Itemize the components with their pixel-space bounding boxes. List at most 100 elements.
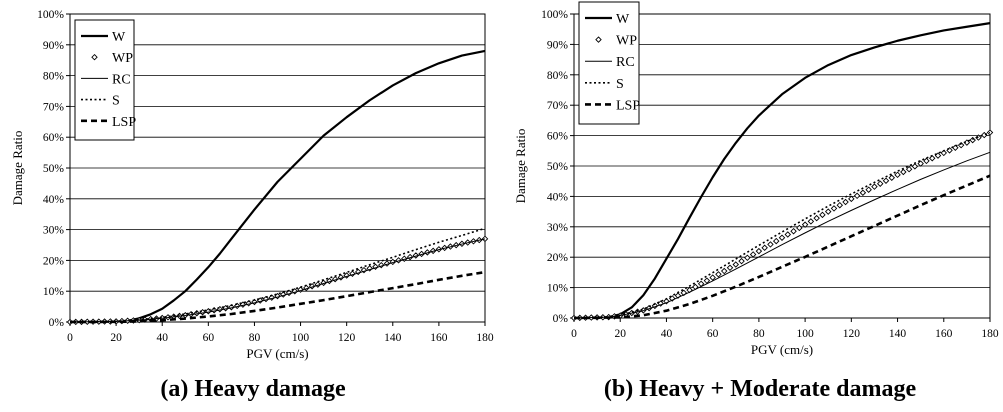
- data-point: [911, 163, 919, 170]
- data-point: [406, 253, 414, 261]
- data-point: [749, 251, 757, 258]
- data-point: [796, 224, 803, 232]
- data-point: [784, 231, 792, 238]
- legend-label: WP: [616, 34, 637, 49]
- data-point: [668, 295, 676, 302]
- chart-panel-a: 0% 10% 20% 30% 40% 50% 60% 70% 80% 90% 100% 0 20 40 60…: [10, 9, 494, 402]
- data-point: [876, 180, 884, 187]
- data-point: [732, 261, 740, 268]
- y-tick-label: 10%: [547, 283, 569, 295]
- data-point: [900, 168, 907, 176]
- y-tick-label: 40%: [547, 191, 569, 203]
- series-rc-line: [573, 151, 991, 319]
- data-point: [882, 177, 890, 184]
- y-tick-label: 60%: [547, 131, 569, 143]
- legend-label: WP: [112, 51, 133, 66]
- x-tick-label: 180: [476, 332, 494, 344]
- data-point: [738, 257, 745, 265]
- y-tick-label: 100%: [37, 9, 64, 21]
- y-tick-label: 20%: [547, 252, 569, 264]
- series-lsp-line: [69, 270, 486, 324]
- data-point: [308, 283, 316, 290]
- legend-label: RC: [616, 55, 635, 70]
- x-tick-label: 160: [430, 332, 448, 344]
- y-tick-label: 30%: [547, 222, 569, 234]
- data-point: [952, 144, 959, 151]
- y-tick-label: 80%: [547, 70, 569, 82]
- x-tick-label: 160: [935, 328, 953, 340]
- y-tick-label: 60%: [43, 132, 65, 144]
- data-point: [969, 136, 976, 144]
- data-point: [830, 205, 838, 212]
- legend-label: RC: [112, 72, 131, 87]
- x-axis-label: PGV (cm/s): [246, 346, 308, 361]
- y-tick-label: 20%: [43, 255, 65, 267]
- legend-swatch: [595, 36, 602, 43]
- y-tick-label: 70%: [547, 100, 569, 112]
- data-point: [372, 263, 379, 271]
- data-point: [859, 189, 867, 196]
- y-tick-label: 80%: [43, 71, 65, 83]
- legend-label: LSP: [112, 115, 136, 130]
- data-point: [905, 165, 913, 173]
- y-tick-label: 50%: [547, 161, 569, 173]
- series-wp-markers: [66, 235, 489, 326]
- data-point: [755, 247, 763, 255]
- data-point: [824, 208, 832, 215]
- series-s-line: [69, 227, 486, 323]
- data-point: [848, 195, 855, 203]
- y-tick-label: 70%: [43, 101, 65, 113]
- data-point: [888, 174, 896, 182]
- figure-caption: (b) Heavy + Moderate damage: [604, 376, 917, 402]
- figure-caption: (a) Heavy damage: [160, 376, 346, 402]
- plot-frame: [69, 13, 486, 323]
- y-axis-label: Damage Ratio: [10, 131, 25, 206]
- data-point: [871, 183, 878, 190]
- x-tick-label: 20: [110, 332, 122, 344]
- x-tick-label: 180: [981, 328, 999, 340]
- data-point: [297, 286, 304, 293]
- x-tick-label: 60: [203, 332, 215, 344]
- data-point: [819, 211, 826, 219]
- y-axis-label: Damage Ratio: [513, 129, 528, 204]
- y-tick-label: 50%: [43, 163, 65, 175]
- data-point: [360, 266, 368, 274]
- x-tick-label: 0: [67, 332, 73, 344]
- series-w-line: [574, 22, 991, 320]
- x-tick-label: 60: [707, 328, 719, 340]
- data-point: [836, 201, 844, 209]
- data-point: [744, 254, 751, 262]
- data-point: [894, 171, 901, 179]
- data-point: [853, 192, 861, 200]
- x-tick-label: 140: [384, 332, 402, 344]
- y-tick-label: 40%: [43, 194, 65, 206]
- data-point: [928, 155, 936, 162]
- data-point: [726, 264, 734, 272]
- x-tick-label: 20: [614, 328, 626, 340]
- data-point: [772, 237, 780, 245]
- data-point: [940, 149, 948, 157]
- y-tick-label: 10%: [43, 286, 65, 298]
- series-lsp-line: [573, 174, 991, 320]
- legend-label: LSP: [616, 98, 640, 113]
- series-rc-line: [69, 238, 486, 323]
- data-point: [680, 289, 688, 297]
- data-point: [790, 227, 797, 235]
- x-tick-label: 120: [843, 328, 861, 340]
- legend-swatch: [91, 53, 98, 61]
- data-point: [354, 268, 362, 276]
- x-tick-label: 40: [156, 332, 168, 344]
- plot-frame: [573, 13, 991, 319]
- data-point: [709, 274, 716, 281]
- chart-panel-b: 0% 10% 20% 30% 40% 50% 60% 70% 80% 90% 100% 0 20 40 60…: [513, 1, 999, 402]
- x-tick-label: 0: [571, 328, 577, 340]
- x-tick-label: 100: [796, 328, 814, 340]
- legend-label: W: [112, 30, 126, 45]
- data-point: [715, 271, 722, 278]
- data-point: [761, 244, 768, 252]
- data-point: [842, 198, 849, 206]
- series-wp-markers: [570, 129, 994, 322]
- data-point: [280, 291, 287, 298]
- legend-label: W: [616, 12, 630, 27]
